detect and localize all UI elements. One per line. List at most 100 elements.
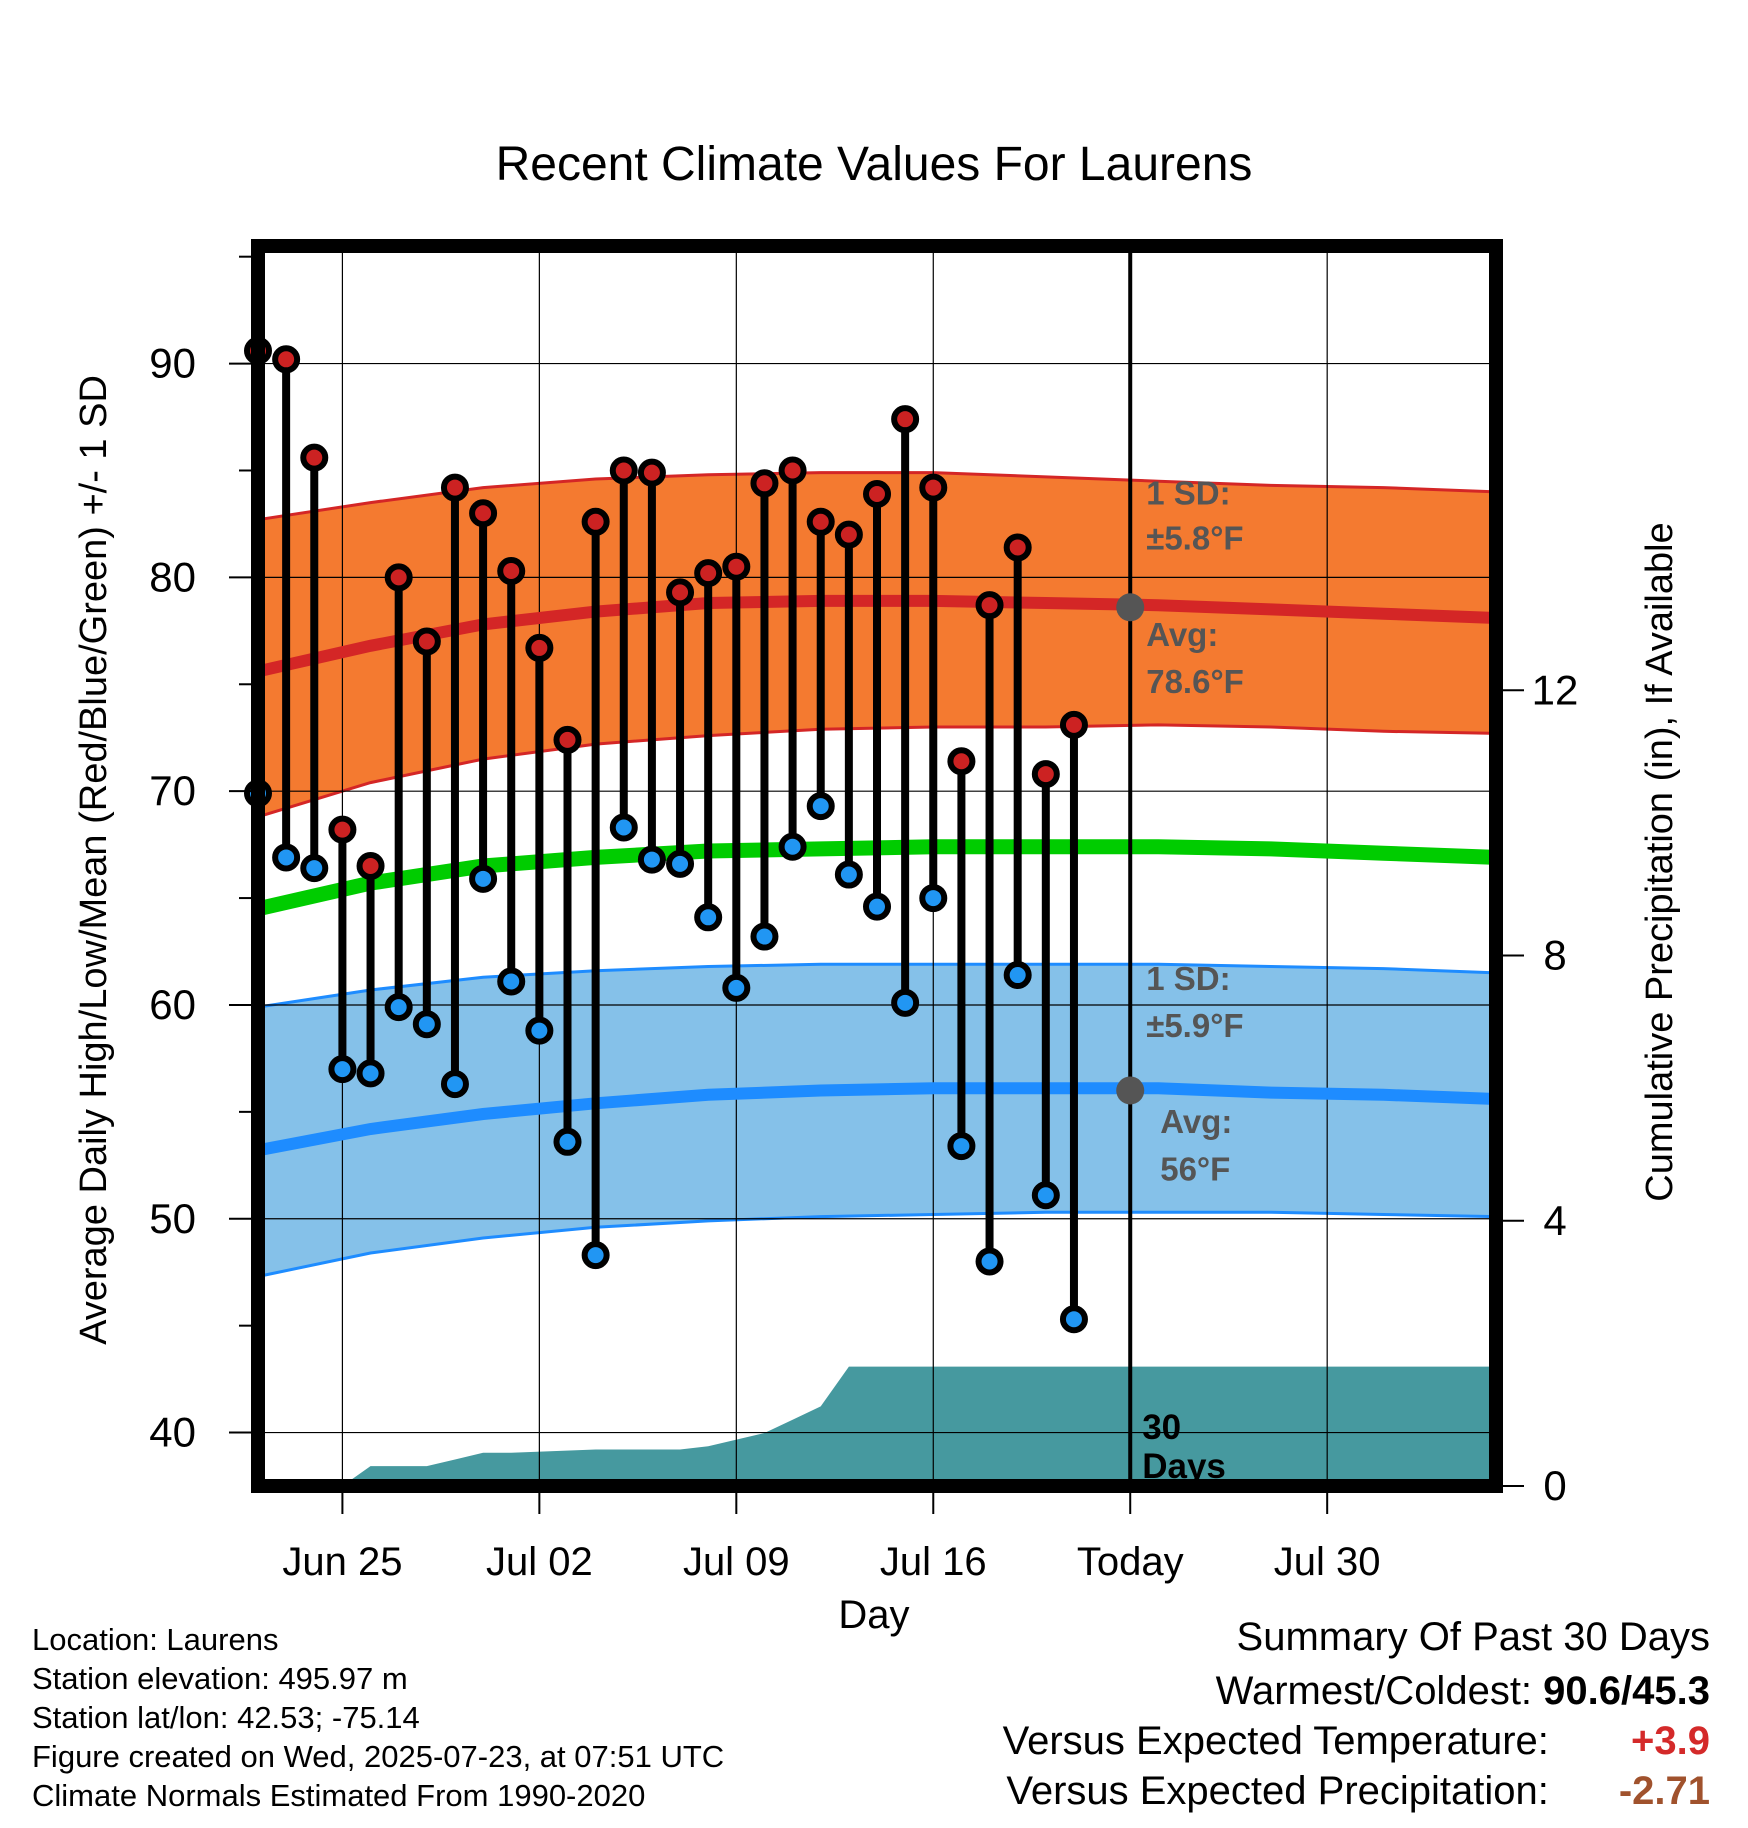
high-point [440,473,469,502]
low-point [778,832,807,861]
today-high-avg-marker [1116,593,1145,622]
precip-row: Versus Expected Precipitation: -2.71 [1003,1766,1710,1816]
temp-row: Versus Expected Temperature: +3.9 [1003,1716,1710,1766]
high-point [272,345,301,374]
low-point [637,845,666,874]
low-point [834,860,863,889]
high-point [806,507,835,536]
temp-label: Versus Expected Temperature: [1002,1719,1549,1763]
y2-tick-label: 0 [1543,1462,1566,1509]
low-point [609,813,638,842]
high-point [356,852,385,880]
high-point [834,520,863,549]
high-point [469,499,498,528]
x-tick-label: Today [1077,1540,1184,1584]
high-point [975,591,1004,620]
x-tick-label: Jul 09 [683,1540,790,1584]
high-point [694,559,723,588]
high-point [497,556,526,585]
summary-title: Summary Of Past 30 Days [1236,1615,1710,1659]
high-point [384,563,413,592]
low-point [975,1247,1004,1276]
y2-axis-label: Cumulative Precipitation (in), If Availa… [1639,522,1681,1201]
low-point [553,1127,582,1156]
low-point [694,903,723,932]
high-point [722,552,751,581]
low-point [356,1059,385,1088]
latlon-text: Station lat/lon: 42.53; -75.14 [32,1700,420,1735]
y-tick-label: 50 [149,1195,196,1242]
high-point [778,456,807,485]
x-tick-label: Jul 30 [1274,1540,1381,1584]
low-point [722,973,751,1002]
warm-cold-value: 90.6/45.3 [1543,1669,1710,1713]
y-tick-label: 60 [149,981,196,1028]
low-point [440,1070,469,1099]
y-tick-label: 70 [149,767,196,814]
high-point [300,443,329,472]
warm-cold-row: Warmest/Coldest: 90.6/45.3 [1003,1666,1710,1716]
low-point [384,993,413,1022]
high-point [328,815,357,844]
low-sd-label: 1 SD: [1146,960,1230,997]
summary-panel: Summary Of Past 30 Days Warmest/Coldest:… [1003,1612,1710,1816]
created-text: Figure created on Wed, 2025-07-23, at 07… [32,1739,725,1774]
today-low-avg-marker [1116,1076,1145,1105]
high-point [609,456,638,485]
low-point [947,1132,976,1161]
low-point [750,922,779,951]
today-days-number: 30 [1142,1408,1181,1447]
y-tick-label: 80 [149,553,196,600]
high-point [1003,533,1032,562]
high-point [863,480,891,508]
low-point [919,884,948,913]
high-point [637,458,666,487]
low-avg-value: 56°F [1160,1150,1230,1187]
x-tick-label: Jun 25 [282,1540,402,1584]
y2-tick-label: 4 [1543,1197,1566,1244]
y2-tick-label: 12 [1532,666,1579,713]
low-sd-lower [257,1210,1497,1278]
x-tick-label: Jul 02 [486,1540,593,1584]
high-point [947,747,976,776]
low-sd-upper [257,962,1497,1009]
x-tick-label: Jul 16 [880,1540,987,1584]
high-point [525,633,554,662]
low-point [497,967,526,996]
location-text: Location: Laurens [32,1622,279,1657]
y2-tick-label: 8 [1543,932,1566,979]
precip-label: Versus Expected Precipitation: [1006,1769,1549,1813]
low-point [469,864,498,893]
low-point [581,1241,610,1270]
station-info: Location: Laurens Station elevation: 495… [32,1620,724,1815]
low-point [328,1055,357,1084]
y-tick-label: 90 [149,340,196,387]
plot-frame [251,239,1503,1493]
low-point [300,854,329,883]
warm-cold-label: Warmest/Coldest: [1215,1669,1533,1713]
high-point [666,578,695,607]
low-point [1003,961,1032,990]
elevation-text: Station elevation: 495.97 m [32,1661,408,1696]
high-point [581,507,610,536]
low-point [525,1016,554,1045]
low-point [1059,1305,1088,1334]
normals-text: Climate Normals Estimated From 1990-2020 [32,1778,646,1813]
high-avg-label: Avg: [1146,616,1218,653]
precip-area [258,1366,1496,1486]
low-point [412,1010,441,1039]
high-point [553,725,582,754]
temp-value: +3.9 [1631,1719,1710,1763]
low-point [806,792,835,821]
low-point [891,988,920,1017]
high-point [1059,710,1088,739]
low-avg-line [258,1082,1496,1157]
high-point [891,405,920,434]
y-axis-label: Average Daily High/Low/Mean (Red/Blue/Gr… [73,375,115,1345]
low-sd-value: ±5.9°F [1146,1007,1243,1044]
high-point [919,473,948,502]
low-point [272,843,301,872]
high-sd-label: 1 SD: [1146,475,1230,512]
low-point [863,892,891,921]
